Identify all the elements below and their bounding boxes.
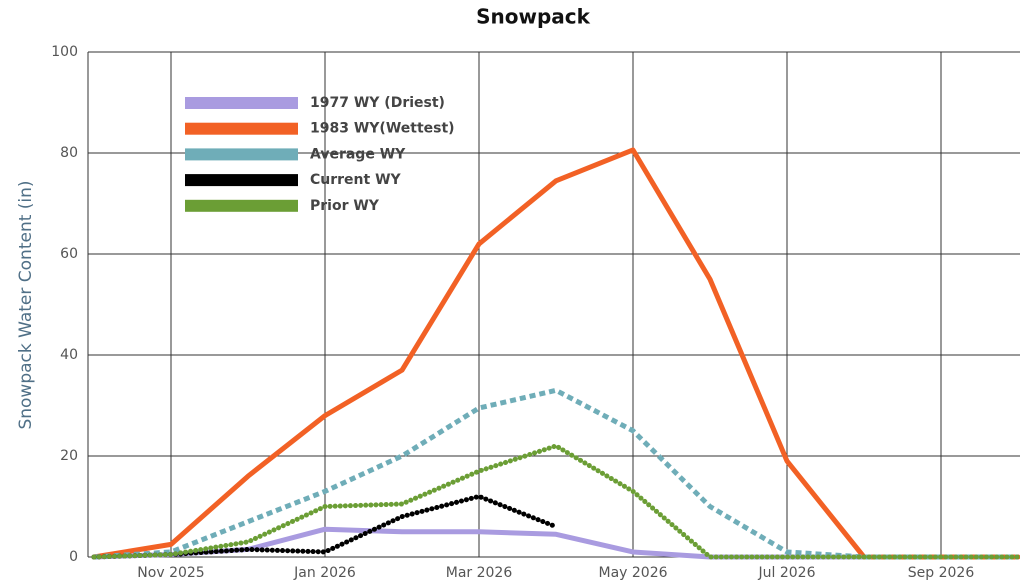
x-tick-label: Mar 2026 [446,565,513,581]
legend-label: Average WY [310,146,406,162]
legend-swatch [185,174,298,187]
legend-swatch [185,97,298,109]
x-tick-label: Nov 2025 [137,565,204,581]
x-tick-label: May 2026 [598,565,667,581]
legend-label: Prior WY [310,198,380,214]
y-tick-label: 60 [60,246,78,262]
x-tick-label: Jan 2026 [293,565,356,581]
y-tick-label: 100 [51,44,78,60]
legend-swatch [185,122,298,135]
y-axis-label: Snowpack Water Content (in) [16,180,36,429]
legend-swatch [185,148,298,161]
y-tick-label: 40 [60,347,78,363]
chart-title: Snowpack [476,5,591,29]
y-tick-label: 0 [69,549,78,565]
x-tick-label: Sep 2026 [908,565,975,581]
y-tick-label: 20 [60,448,78,464]
legend-swatch [185,199,298,212]
x-tick-label: Jul 2026 [758,565,816,581]
legend-label: Current WY [310,172,402,188]
series-line [91,443,1020,560]
legend-label: 1983 WY(Wettest) [310,121,455,137]
legend-label: 1977 WY (Driest) [310,95,445,111]
y-tick-label: 80 [60,145,78,161]
